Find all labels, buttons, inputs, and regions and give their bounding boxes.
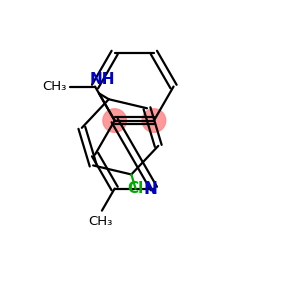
Circle shape: [142, 109, 166, 132]
Text: NH: NH: [89, 73, 115, 88]
Text: Cl: Cl: [128, 181, 144, 196]
Circle shape: [103, 109, 126, 132]
Text: CH₃: CH₃: [42, 80, 66, 93]
Text: N: N: [144, 180, 158, 198]
Text: CH₃: CH₃: [88, 215, 112, 228]
